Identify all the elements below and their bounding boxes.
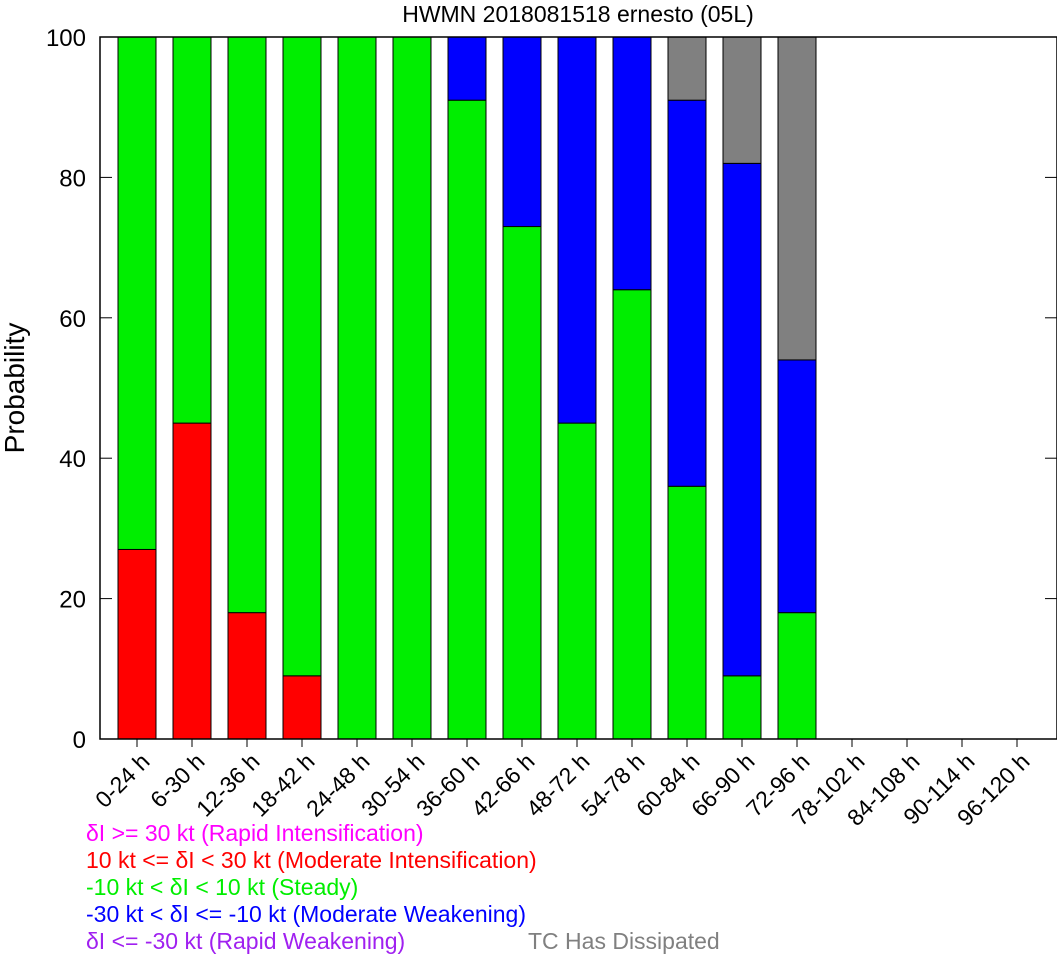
bar-segment-4-series-2 [337,36,377,740]
legend: δI >= 30 kt (Rapid Intensification) 10 k… [86,820,537,955]
bar-segment-9-series-3 [612,36,652,291]
y-tick-label-0: 0 [73,727,86,754]
bar-segment-10-series-2 [667,485,707,740]
bar-segment-11-series-5 [722,36,762,164]
bar-segment-2-series-1 [227,612,267,740]
bar-segment-8-series-2 [557,422,597,740]
chart-title: HWMN 2018081518 ernesto (05L) [402,1,754,27]
legend-moderate-weakening: -30 kt < δI <= -10 kt (Moderate Weakenin… [86,901,527,927]
bar-segment-1-series-2 [172,36,212,424]
legend-rapid-weakening: δI <= -30 kt (Rapid Weakening) [86,928,406,954]
bar-segment-10-series-3 [667,99,707,487]
bar-segment-1-series-1 [172,422,212,740]
legend-moderate-intensification: 10 kt <= δI < 30 kt (Moderate Intensific… [86,847,537,873]
y-tick-label-4: 80 [59,165,86,192]
y-tick-label-5: 100 [46,25,86,52]
bar-segment-11-series-2 [722,675,762,740]
bar-segment-0-series-2 [117,36,157,550]
y-tick-label-1: 20 [59,587,86,614]
bar-segment-0-series-1 [117,548,157,740]
x-tick-label-0: 0-24 h [90,748,155,813]
plot-frame [99,36,1057,740]
bar-segment-3-series-2 [282,36,322,677]
bar-segment-12-series-5 [777,36,817,361]
legend-steady: -10 kt < δI < 10 kt (Steady) [86,874,359,900]
bar-segment-7-series-2 [502,226,542,740]
bar-segment-6-series-2 [447,99,487,740]
bar-segment-2-series-2 [227,36,267,614]
bar-segment-9-series-2 [612,289,652,740]
y-tick-label-2: 40 [59,446,86,473]
bars-group [117,36,1036,740]
bar-segment-11-series-3 [722,162,762,677]
bar-segment-7-series-3 [502,36,542,228]
bar-segment-6-series-3 [447,36,487,101]
legend-rapid-intensification: δI >= 30 kt (Rapid Intensification) [86,820,424,846]
bar-segment-12-series-2 [777,612,817,740]
bar-segment-12-series-3 [777,359,817,614]
bar-segment-8-series-3 [557,36,597,424]
bar-segment-3-series-1 [282,675,322,740]
y-axis-label: Probability [0,323,30,454]
legend-tc-dissipated: TC Has Dissipated [528,928,720,954]
bar-segment-10-series-5 [667,36,707,101]
bar-segment-5-series-2 [392,36,432,740]
y-tick-label-3: 60 [59,306,86,333]
